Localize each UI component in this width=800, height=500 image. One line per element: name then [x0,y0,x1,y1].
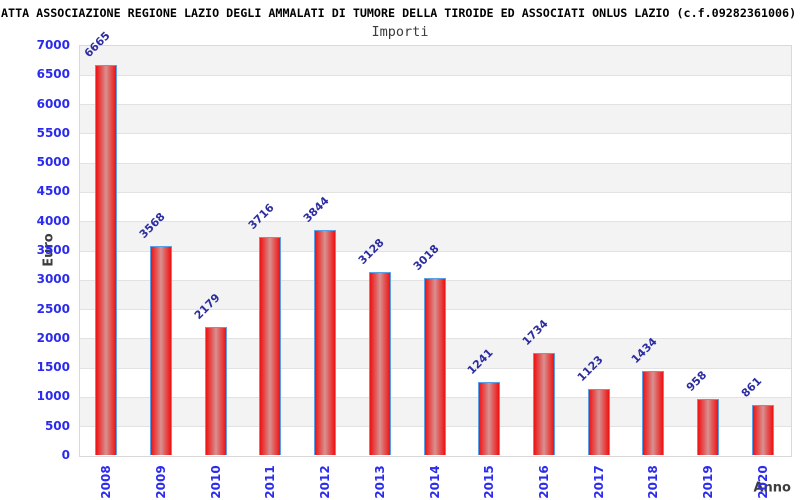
x-tick-label-2015: 2015 [482,465,497,499]
plot-band [80,46,791,76]
y-tick-label: 4000 [36,213,70,228]
y-tick-label: 500 [44,418,70,433]
plot-band [80,221,791,251]
bar-2012 [314,229,337,455]
x-tick-label-2014: 2014 [427,465,442,499]
x-tick-label-2012: 2012 [318,465,333,499]
bar-2016 [532,353,555,455]
y-tick-label: 3500 [36,243,70,257]
y-tick-label: 7000 [36,38,70,52]
x-axis-title: Anno [753,480,791,496]
chart-subtitle: Importi [371,24,429,40]
y-tick-label: 4500 [36,184,70,199]
bar-2017 [587,389,610,455]
x-tick-label-2013: 2013 [372,465,387,499]
bar-2011 [259,237,282,455]
plot-band [80,251,791,281]
gridline [80,250,791,252]
gridline [80,74,791,76]
x-tick-label-2009: 2009 [154,465,169,499]
gridline [80,221,791,223]
plot-band [80,133,791,164]
x-tick-label-2018: 2018 [646,465,661,499]
bar-2018 [642,371,665,455]
y-tick-label: 1000 [36,389,70,404]
bar-2008 [95,64,118,455]
y-tick-label: 3000 [36,272,70,287]
x-tick-label-2019: 2019 [700,465,715,499]
gridline [80,133,791,135]
y-tick-label: 5000 [36,155,70,170]
bar-2015 [478,382,501,455]
y-tick-label: 1500 [36,360,70,375]
plot-band [80,75,791,105]
gridline [80,162,791,164]
y-tick-label: 5500 [36,125,70,140]
bar-2014 [423,278,446,455]
plot-band [80,192,791,222]
gridline [80,104,791,106]
chart-title: ATTA ASSOCIAZIONE REGIONE LAZIO DEGLI AM… [1,6,797,20]
y-tick-label: 2500 [36,301,70,316]
bar-2020 [751,404,774,455]
bar-2019 [696,398,719,455]
y-tick-label: 0 [61,448,70,462]
bar-2009 [150,246,173,455]
bar-2010 [204,327,227,455]
x-tick-label-2008: 2008 [99,465,114,499]
x-tick-label-2017: 2017 [591,465,606,499]
x-tick-label-2011: 2011 [263,465,278,499]
x-tick-label-2010: 2010 [208,465,223,499]
x-tick-label-2020: 2020 [755,465,770,499]
plot-band [80,163,791,193]
y-tick-label: 2000 [36,330,70,345]
x-tick-label-2016: 2016 [536,465,551,499]
gridline [80,191,791,193]
y-tick-label: 6000 [36,96,70,111]
y-tick-label: 6500 [36,67,70,82]
plot-band [80,104,791,134]
bar-2013 [368,271,391,455]
